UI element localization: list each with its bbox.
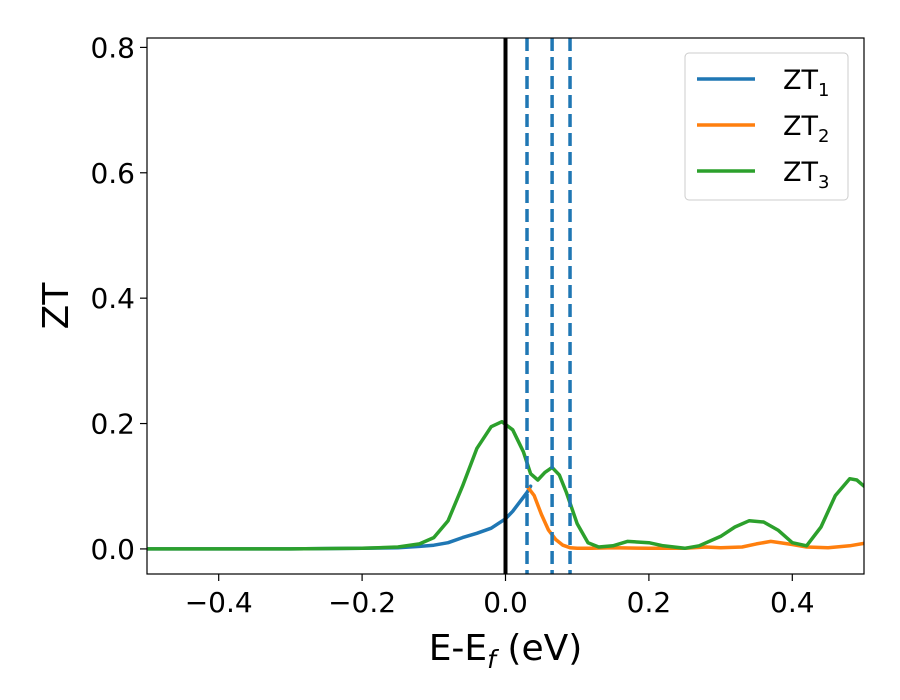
y-tick-label: 0.2	[90, 408, 135, 441]
series-line-zt1	[147, 484, 533, 551]
plot-area	[147, 38, 864, 574]
y-tick-label: 0.6	[90, 157, 135, 190]
y-axis-label: ZT	[36, 282, 77, 330]
legend-box	[684, 52, 849, 201]
x-tick-label: −0.4	[185, 586, 253, 619]
legend-label-zt3: ZT3	[783, 157, 829, 193]
axes: −0.4 −0.2 0.0 0.2 0.4 0.0 0.2 0.4 0.6 0.8 E-Ef (eV…	[36, 31, 865, 674]
x-tick-label: 0.4	[770, 586, 815, 619]
series-line-zt3	[147, 419, 864, 551]
x-tick-label: 0.2	[627, 586, 672, 619]
y-tick-label: 0.0	[90, 533, 135, 566]
legend-label-zt1: ZT1	[783, 65, 829, 101]
y-tick-label: 0.8	[90, 31, 135, 64]
x-axis-label: E-Ef (eV)	[429, 628, 583, 674]
x-tick-label: −0.2	[328, 586, 396, 619]
y-tick-label: 0.4	[90, 282, 135, 315]
x-tick-label: 0.0	[483, 586, 528, 619]
legend: ZT1 ZT2 ZT3	[684, 52, 849, 201]
legend-label-zt2: ZT2	[783, 111, 829, 147]
